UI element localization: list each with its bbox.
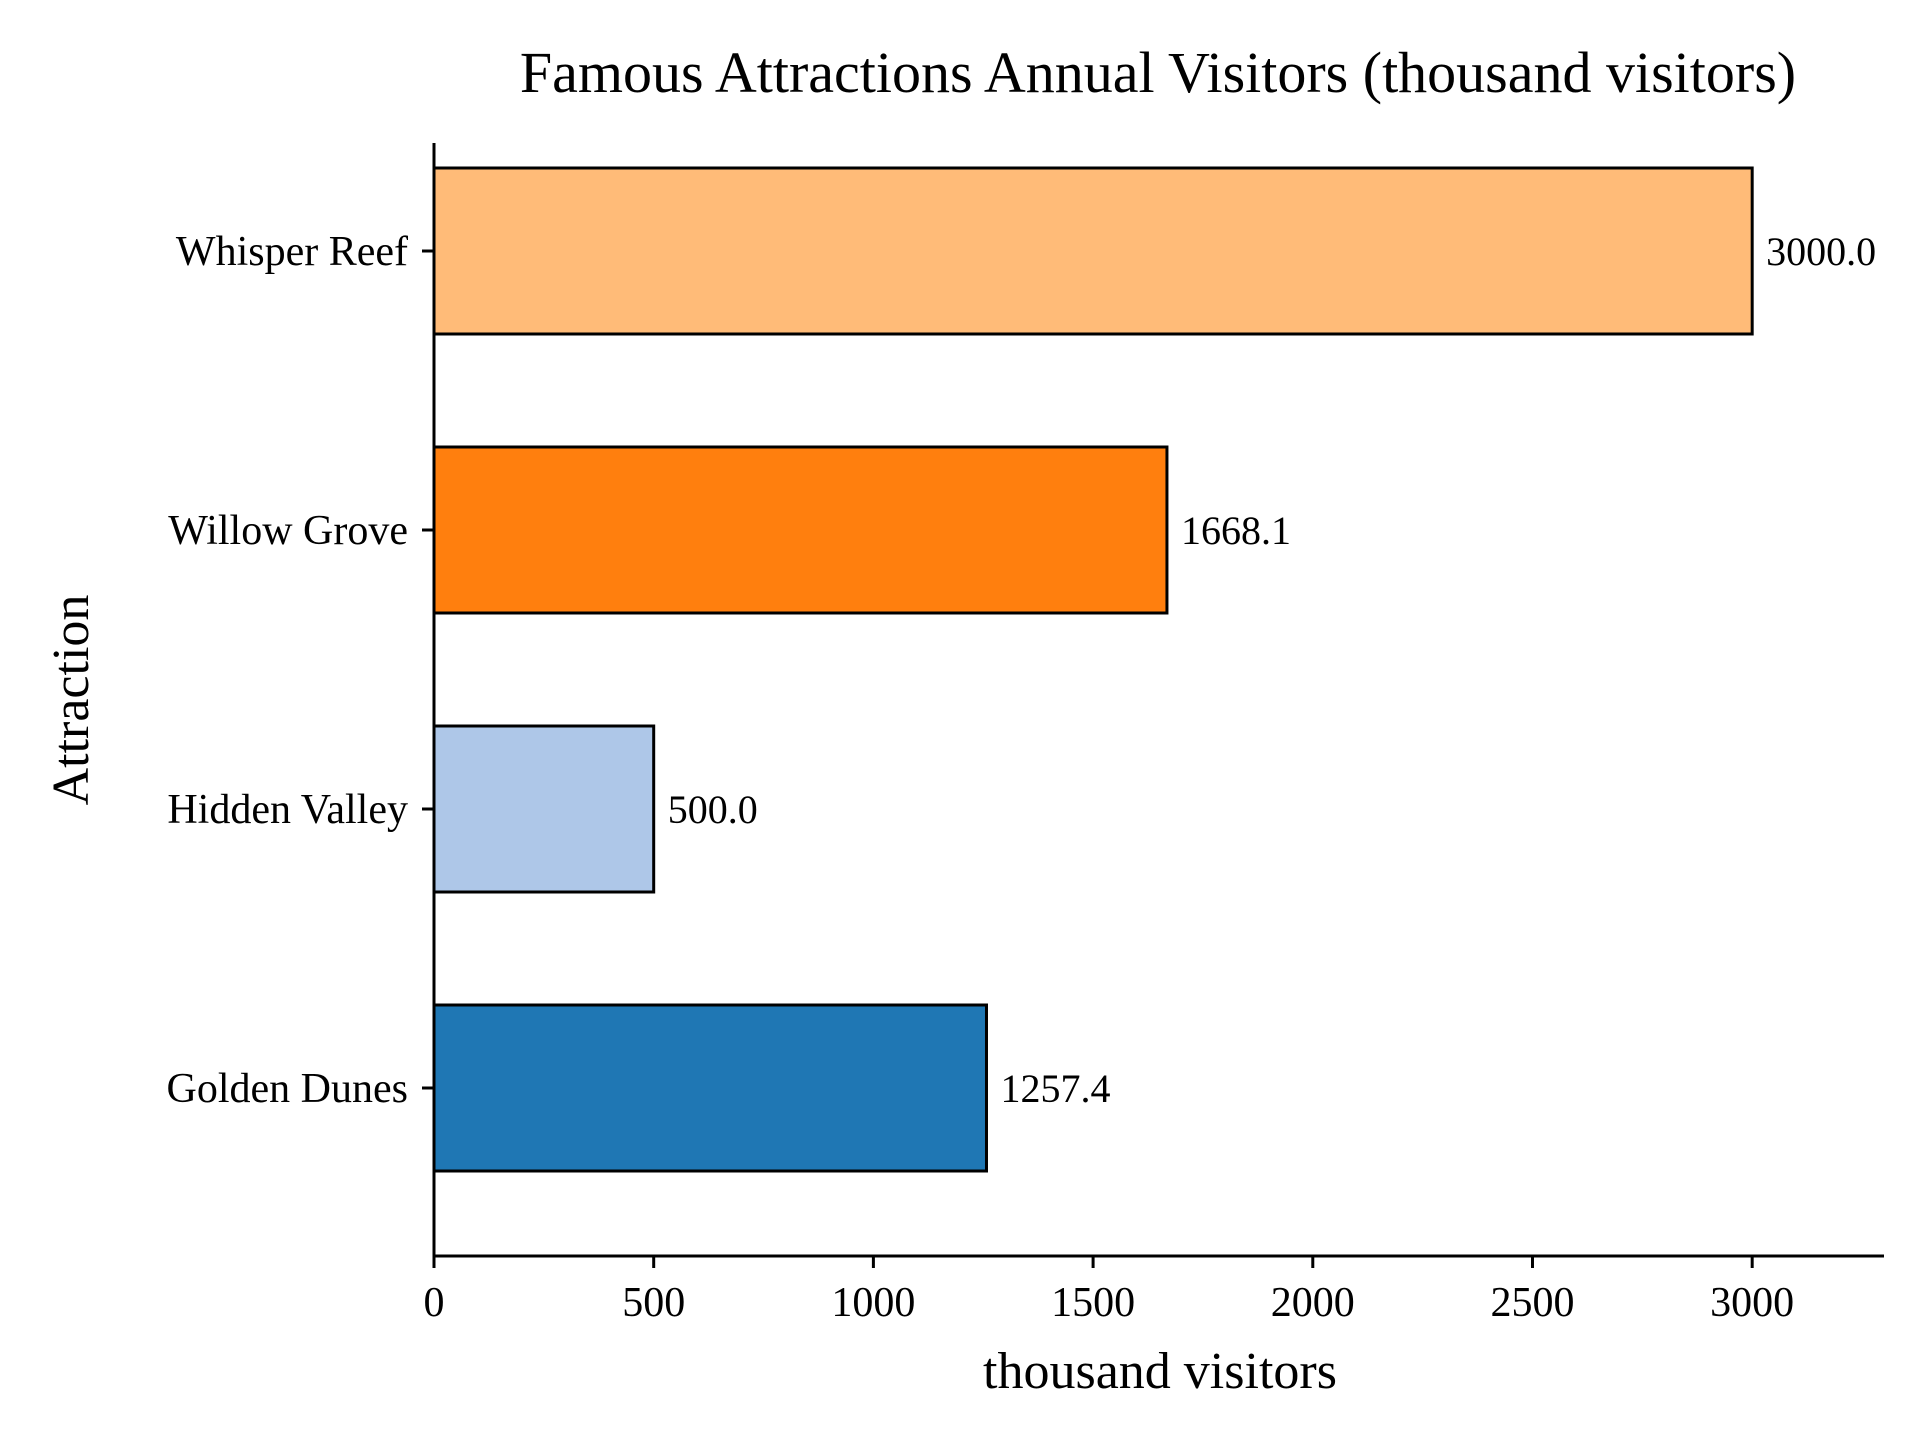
x-axis-label: thousand visitors <box>983 1343 1337 1400</box>
y-tick-label-hidden-valley: Hidden Valley <box>167 787 408 833</box>
chart-title: Famous Attractions Annual Visitors (thou… <box>520 40 1796 105</box>
data-label-golden-dunes: 1257.4 <box>1000 1066 1110 1111</box>
y-tick-label-golden-dunes: Golden Dunes <box>167 1066 408 1112</box>
bar-hidden-valley <box>432 724 656 894</box>
x-tick-label-1000: 1000 <box>831 1280 915 1326</box>
x-tick-label-1500: 1500 <box>1051 1280 1135 1326</box>
x-tick-label-500: 500 <box>622 1280 685 1326</box>
data-label-whisper-reef: 3000.0 <box>1766 229 1876 274</box>
y-tick-label-willow-grove: Willow Grove <box>168 508 408 554</box>
x-tick-label-2500: 2500 <box>1490 1280 1574 1326</box>
bar-golden-dunes <box>432 1003 988 1173</box>
bar-whisper-reef <box>432 166 1754 336</box>
x-tick-label-3000: 3000 <box>1710 1280 1794 1326</box>
data-label-hidden-valley: 500.0 <box>668 787 758 832</box>
x-tick-label-0: 0 <box>424 1280 445 1326</box>
bars-group <box>432 166 1754 1173</box>
bar-willow-grove <box>432 445 1169 615</box>
data-label-willow-grove: 1668.1 <box>1181 508 1291 553</box>
data-labels-group: 1257.4 500.0 1668.1 3000.0 <box>668 229 1876 1111</box>
x-tick-label-2000: 2000 <box>1271 1280 1355 1326</box>
y-axis-label: Attraction <box>43 595 100 806</box>
ticks-group: Golden Dunes Hidden Valley Willow Grove Whi… <box>167 229 1795 1326</box>
y-tick-label-whisper-reef: Whisper Reef <box>176 229 408 275</box>
